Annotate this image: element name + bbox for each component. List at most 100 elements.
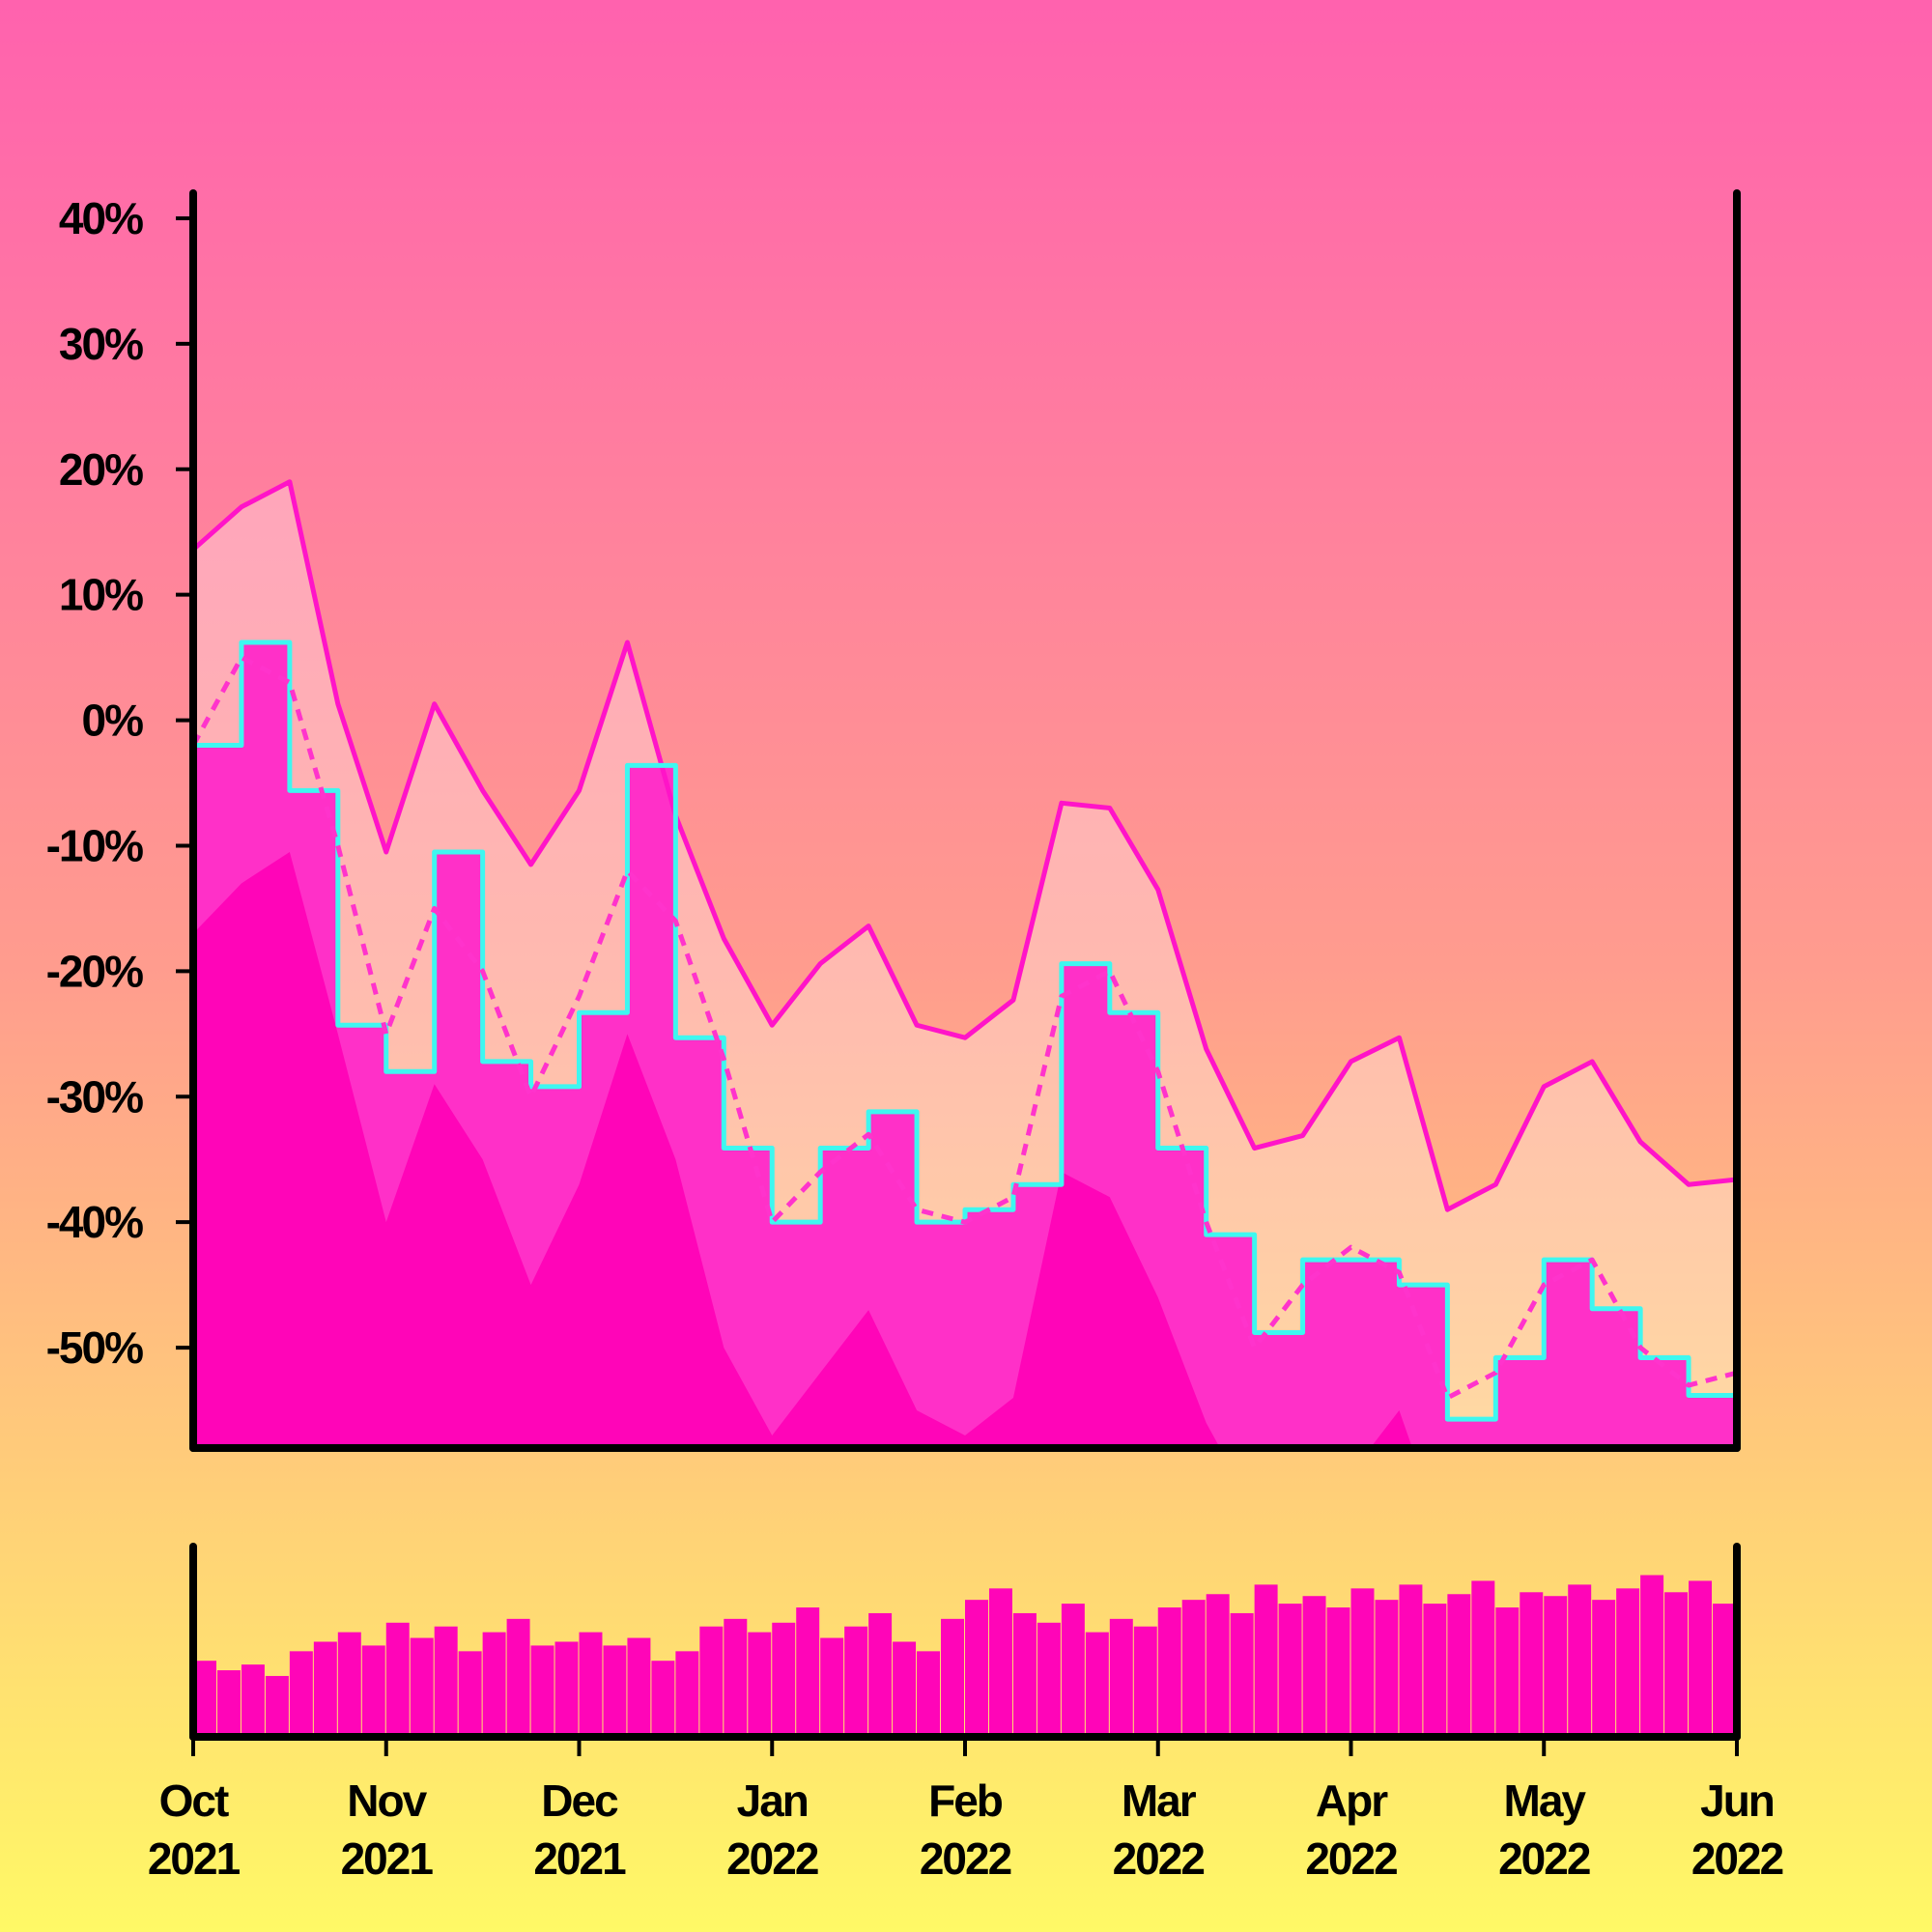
bar [965, 1600, 988, 1737]
x-tick-label: Nov 2021 [341, 1776, 434, 1884]
bar [1350, 1588, 1375, 1737]
bar [1495, 1607, 1520, 1737]
bar [603, 1645, 627, 1737]
bar [1399, 1584, 1423, 1737]
x-tick-label-line: 2022 [1113, 1833, 1205, 1884]
x-tick-label: Mar 2022 [1113, 1776, 1205, 1884]
bar [289, 1651, 313, 1737]
bar [1302, 1596, 1326, 1737]
x-tick-label: Jan 2022 [726, 1776, 818, 1884]
bar [627, 1637, 651, 1737]
plot-area [193, 479, 1737, 1448]
x-tick-label: May 2022 [1498, 1776, 1590, 1884]
bar [1278, 1604, 1302, 1737]
bar [748, 1632, 772, 1737]
bar [1423, 1604, 1447, 1737]
bar [216, 1670, 241, 1737]
y-tick-label: -20% [46, 946, 143, 996]
y-tick-label: -30% [46, 1071, 143, 1122]
bar [458, 1651, 482, 1737]
bar [699, 1626, 724, 1737]
bar [1664, 1592, 1689, 1737]
bar [265, 1675, 289, 1737]
bar [1689, 1580, 1713, 1737]
bar [1713, 1604, 1736, 1737]
bar [313, 1641, 337, 1737]
bar [941, 1618, 964, 1737]
x-tick-label-line: 2021 [533, 1833, 626, 1884]
bar [868, 1612, 893, 1737]
bar [1616, 1588, 1640, 1737]
bar [1230, 1612, 1254, 1737]
line [193, 479, 1737, 1212]
x-tick-label-line: May [1504, 1776, 1587, 1826]
area [193, 851, 1413, 1448]
y-tick-label: 40% [59, 193, 143, 243]
x-tick-label-line: Nov [347, 1776, 427, 1826]
bar [1012, 1612, 1037, 1737]
bar [988, 1588, 1012, 1737]
bar [434, 1626, 458, 1737]
line [193, 639, 1737, 1422]
x-tick-label-line: 2021 [148, 1833, 241, 1884]
x-tick-label-line: Feb [928, 1776, 1003, 1826]
y-tick-label: 30% [59, 319, 143, 369]
bar [796, 1607, 820, 1737]
bar [410, 1637, 434, 1737]
x-tick-label: Oct 2021 [148, 1776, 241, 1884]
bar [772, 1622, 796, 1737]
bar [554, 1641, 579, 1737]
bar [361, 1645, 385, 1737]
bar [1157, 1607, 1181, 1737]
bar [1520, 1592, 1544, 1737]
x-tick-label-line: 2021 [341, 1833, 434, 1884]
bar [1133, 1626, 1157, 1737]
bar [1592, 1600, 1616, 1737]
bar [1206, 1594, 1230, 1737]
line [193, 655, 1737, 1401]
y-tick-label: -10% [46, 820, 143, 870]
bar [1037, 1622, 1061, 1737]
x-tick-label-line: 2022 [1498, 1833, 1590, 1884]
x-tick-label: Dec 2021 [533, 1776, 626, 1884]
bar [579, 1632, 603, 1737]
x-tick-label-line: 2022 [920, 1833, 1011, 1884]
x-tick-label-line: Jan [737, 1776, 808, 1826]
x-tick-label: Feb 2022 [920, 1776, 1011, 1884]
bar [337, 1632, 361, 1737]
bar [193, 1661, 216, 1737]
bar [917, 1651, 941, 1737]
bar [1640, 1575, 1664, 1737]
bar [675, 1651, 699, 1737]
x-tick-label: Jun 2022 [1691, 1776, 1783, 1884]
y-tick-label: 0% [82, 696, 144, 746]
y-tick-label: -40% [46, 1197, 143, 1247]
bar [1375, 1600, 1399, 1737]
bar [844, 1626, 868, 1737]
x-tick-label-line: Dec [541, 1776, 618, 1826]
bar [482, 1632, 506, 1737]
x-tick-label-line: 2022 [1305, 1833, 1397, 1884]
bar [820, 1637, 844, 1737]
x-tick-label-line: 2022 [1691, 1833, 1783, 1884]
bar [1544, 1596, 1568, 1737]
bar [1181, 1600, 1206, 1737]
x-tick-label-line: 2022 [726, 1833, 818, 1884]
bar [506, 1618, 530, 1737]
bar [385, 1622, 410, 1737]
bar [651, 1661, 675, 1737]
y-tick-label: 20% [59, 444, 143, 495]
x-tick-label-line: Jun [1700, 1776, 1774, 1826]
x-tick-label-line: Mar [1122, 1776, 1197, 1826]
bar [724, 1618, 748, 1737]
bar [1471, 1580, 1495, 1737]
x-tick-label-line: Oct [159, 1776, 229, 1826]
axes: -50% -40% -30% -20% -10% 0% 10% 20% 30% 40% Oct 202… [46, 189, 1785, 1884]
y-tick-label: -50% [46, 1322, 143, 1373]
bar [1568, 1584, 1592, 1737]
x-tick-label: Apr 2022 [1305, 1776, 1397, 1884]
bar [530, 1645, 554, 1737]
bar [893, 1641, 917, 1737]
